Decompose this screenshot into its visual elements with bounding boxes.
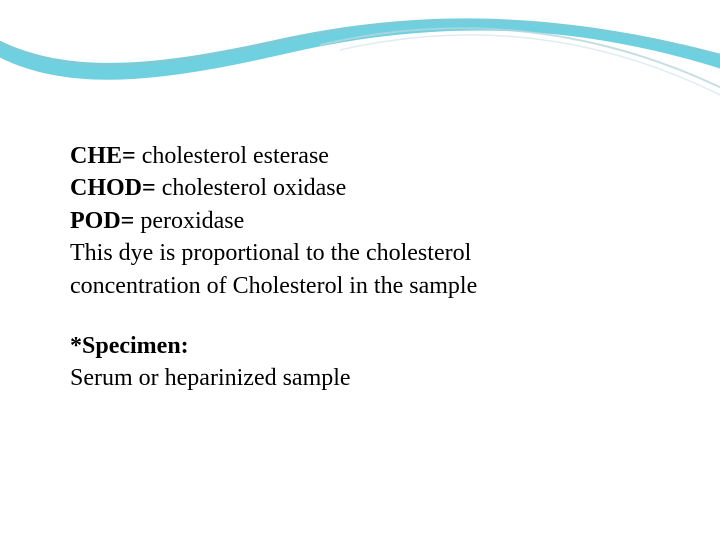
abbrev-pod: POD=	[70, 208, 134, 234]
specimen-value: Serum or heparinized sample	[70, 362, 650, 394]
definition-line-pod: POD= peroxidase	[70, 205, 650, 237]
description-line-1: This dye is proportional to the choleste…	[70, 237, 650, 269]
specimen-label: *Specimen:	[70, 333, 189, 359]
def-che: cholesterol esterase	[136, 143, 329, 169]
description-line-2: concentration of Cholesterol in the samp…	[70, 270, 650, 302]
abbrev-chod: CHOD=	[70, 175, 156, 201]
abbrev-che: CHE=	[70, 143, 136, 169]
specimen-label-line: *Specimen:	[70, 330, 650, 362]
definition-line-chod: CHOD= cholesterol oxidase	[70, 172, 650, 204]
definition-line-che: CHE= cholesterol esterase	[70, 140, 650, 172]
def-chod: cholesterol oxidase	[156, 175, 347, 201]
slide-content: CHE= cholesterol esterase CHOD= choleste…	[70, 140, 650, 395]
header-wave-decoration	[0, 0, 720, 120]
def-pod: peroxidase	[134, 208, 244, 234]
wave-svg	[0, 0, 720, 130]
specimen-block: *Specimen: Serum or heparinized sample	[70, 330, 650, 395]
